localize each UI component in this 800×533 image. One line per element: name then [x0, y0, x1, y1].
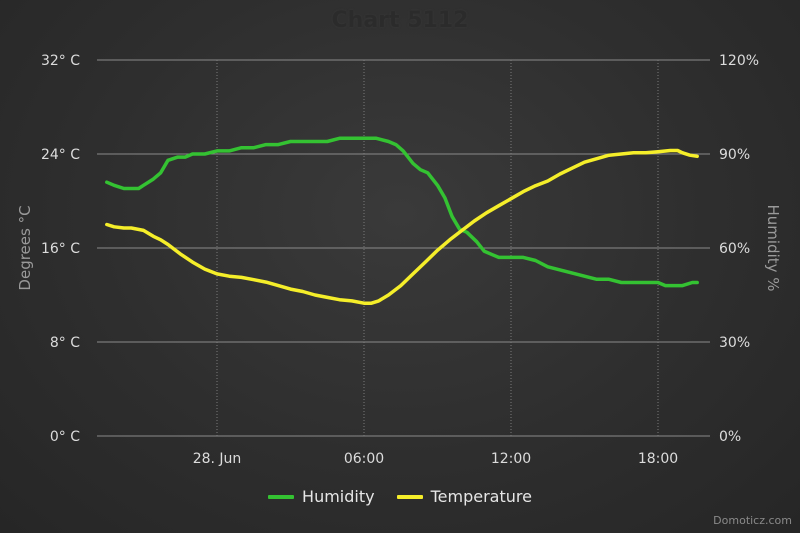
x-tick-label: 28. Jun	[193, 451, 242, 467]
x-tick-label: 18:00	[638, 451, 678, 467]
left-y-tick-label: 24° C	[41, 147, 80, 163]
right-axis-title: Humidity %	[764, 204, 782, 291]
left-axis-title: Degrees °C	[16, 205, 34, 290]
left-y-tick-label: 8° C	[50, 335, 80, 351]
right-y-tick-label: 90%	[719, 147, 750, 163]
left-y-tick-label: 32° C	[41, 53, 80, 69]
humidity-swatch	[268, 494, 295, 499]
right-y-tick-label: 30%	[719, 335, 750, 351]
left-y-tick-label: 16° C	[41, 241, 80, 257]
temperature-swatch	[396, 494, 423, 499]
chart-legend: Humidity Temperature	[0, 487, 800, 506]
right-y-tick-label: 60%	[719, 241, 750, 257]
right-y-tick-label: 120%	[719, 53, 759, 69]
series-line-humidity	[105, 136, 699, 288]
credit-link[interactable]: Domoticz.com	[713, 514, 792, 527]
chart-title: Chart 5112	[331, 8, 469, 33]
series-line-temperature	[105, 148, 699, 305]
left-y-tick-label: 0° C	[50, 429, 80, 445]
legend-label-temperature: Temperature	[430, 487, 532, 506]
right-y-tick-label: 0%	[719, 429, 741, 445]
x-tick-label: 12:00	[491, 451, 531, 467]
legend-item-humidity[interactable]: Humidity	[268, 487, 375, 506]
legend-item-temperature[interactable]: Temperature	[396, 487, 532, 506]
x-tick-label: 06:00	[344, 451, 384, 467]
legend-label-humidity: Humidity	[302, 487, 375, 506]
